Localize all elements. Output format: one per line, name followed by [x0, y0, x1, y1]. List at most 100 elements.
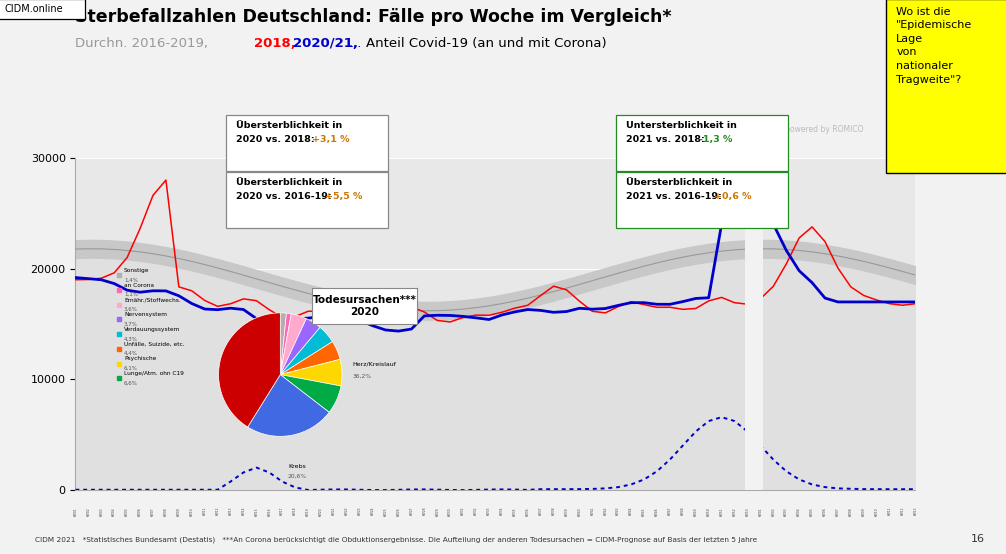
Text: KW30: KW30: [449, 507, 453, 516]
Text: KW21: KW21: [332, 507, 336, 515]
Text: KW09: KW09: [862, 507, 866, 516]
Text: KW11: KW11: [887, 507, 891, 515]
Text: KW33: KW33: [487, 507, 491, 515]
Text: 16: 16: [971, 534, 985, 544]
Text: +5,5 %: +5,5 %: [325, 192, 362, 201]
Text: KW34: KW34: [500, 507, 504, 515]
Text: KW08: KW08: [849, 507, 853, 516]
Text: KW03: KW03: [100, 507, 104, 516]
Text: CIDM 2021   *Statistisches Bundesamt (Destatis)   ***An Corona berücksichtigt di: CIDM 2021 *Statistisches Bundesamt (Dest…: [35, 537, 758, 543]
Text: KW04: KW04: [113, 507, 117, 516]
Text: 20,6%: 20,6%: [288, 474, 307, 479]
Text: +0,6 %: +0,6 %: [714, 192, 751, 201]
Text: Herz/Kreislauf: Herz/Kreislauf: [352, 362, 396, 367]
Text: 2021 vs. 2016-19:: 2021 vs. 2016-19:: [626, 192, 724, 201]
Text: Übersterblichkeit in: Übersterblichkeit in: [236, 121, 343, 130]
Text: Übersterblichkeit in: Übersterblichkeit in: [626, 178, 732, 187]
Text: KW29: KW29: [436, 507, 440, 516]
Text: KW26: KW26: [396, 507, 400, 516]
Text: Unfälle, Suizide, etc.: Unfälle, Suizide, etc.: [124, 342, 184, 347]
Text: KW50: KW50: [706, 507, 710, 516]
Text: Psychische: Psychische: [124, 356, 156, 361]
Text: KW11: KW11: [202, 507, 206, 515]
Text: KW20: KW20: [319, 507, 323, 516]
Text: CIDM.online: CIDM.online: [4, 4, 62, 14]
Text: KW40: KW40: [577, 507, 581, 516]
Text: KW01: KW01: [73, 507, 77, 516]
Text: KW39: KW39: [564, 507, 568, 516]
Text: Wo ist die
"Epidemische
Lage
von
nationaler
Tragweite"?: Wo ist die "Epidemische Lage von nationa…: [896, 7, 973, 85]
Text: KW28: KW28: [423, 507, 427, 515]
Wedge shape: [281, 342, 340, 375]
Text: 4,4%: 4,4%: [124, 351, 138, 356]
Text: KW18: KW18: [293, 507, 297, 515]
Text: KW16: KW16: [268, 507, 272, 516]
Text: KW46: KW46: [655, 507, 659, 516]
Text: KW05: KW05: [810, 507, 814, 516]
Text: 2021 vs. 2018:: 2021 vs. 2018:: [626, 135, 708, 143]
Text: KW45: KW45: [642, 507, 646, 516]
Text: 2018,: 2018,: [254, 37, 300, 49]
Text: KW25: KW25: [383, 507, 387, 516]
Wedge shape: [281, 313, 287, 375]
Text: KW06: KW06: [823, 507, 827, 516]
Text: KW38: KW38: [551, 507, 555, 515]
Text: Lunge/Atm. ohn C19: Lunge/Atm. ohn C19: [124, 371, 184, 376]
Text: Nervensystem: Nervensystem: [124, 312, 167, 317]
Text: 1,1%: 1,1%: [124, 292, 138, 297]
Text: ...: ...: [350, 37, 362, 49]
Text: Krebs: Krebs: [289, 464, 307, 469]
Text: KW17: KW17: [281, 507, 285, 515]
Text: Übersterblichkeit in: Übersterblichkeit in: [236, 178, 343, 187]
Text: KW04: KW04: [797, 507, 801, 516]
Text: KW35: KW35: [513, 507, 517, 516]
Text: KW07: KW07: [151, 507, 155, 516]
Text: 2020 vs. 2016-19:: 2020 vs. 2016-19:: [236, 192, 335, 201]
Text: KW09: KW09: [177, 507, 181, 516]
Text: KW03: KW03: [785, 507, 789, 516]
Text: KW22: KW22: [345, 507, 349, 515]
Text: KW02: KW02: [772, 507, 776, 516]
Text: 4,3%: 4,3%: [124, 336, 138, 341]
Text: KW08: KW08: [164, 507, 168, 516]
Text: KW24: KW24: [370, 507, 374, 515]
Text: Sonstige: Sonstige: [124, 268, 150, 273]
Text: 3,6%: 3,6%: [124, 307, 138, 312]
Text: KW15: KW15: [255, 507, 259, 516]
Text: KW43: KW43: [617, 507, 621, 515]
Text: KW36: KW36: [526, 507, 530, 516]
Text: 2020/21,: 2020/21,: [293, 37, 362, 49]
Text: KW12: KW12: [900, 507, 904, 515]
Text: KW10: KW10: [874, 507, 878, 516]
Text: 6,1%: 6,1%: [124, 366, 138, 371]
Text: KW06: KW06: [138, 507, 142, 516]
Wedge shape: [281, 360, 342, 386]
Text: KW07: KW07: [836, 507, 840, 516]
Text: Untersterblichkeit in: Untersterblichkeit in: [626, 121, 736, 130]
Wedge shape: [281, 375, 341, 412]
Text: KW51: KW51: [719, 507, 723, 516]
Text: KW23: KW23: [358, 507, 362, 515]
Text: Ernähr./Stoffwechs.: Ernähr./Stoffwechs.: [124, 297, 181, 302]
Text: 1,4%: 1,4%: [124, 278, 138, 283]
Text: KW52: KW52: [732, 507, 736, 516]
Text: KW44: KW44: [629, 507, 633, 515]
Text: KW12: KW12: [215, 507, 219, 515]
Wedge shape: [247, 375, 329, 437]
Text: KW47: KW47: [668, 507, 672, 515]
Text: KW42: KW42: [604, 507, 608, 515]
Wedge shape: [218, 313, 281, 427]
Text: KW02: KW02: [87, 507, 91, 516]
Text: KW13: KW13: [913, 507, 917, 515]
Text: KW01: KW01: [759, 507, 763, 516]
Text: KW05: KW05: [125, 507, 129, 516]
Wedge shape: [281, 327, 332, 375]
Text: KW10: KW10: [190, 507, 194, 516]
Text: KW53: KW53: [745, 507, 749, 516]
Text: KW13: KW13: [228, 507, 232, 515]
Text: an Corona: an Corona: [124, 283, 154, 288]
Text: Anteil Covid-19 (an und mit Corona): Anteil Covid-19 (an und mit Corona): [366, 37, 607, 49]
Wedge shape: [281, 313, 292, 375]
Text: 3,7%: 3,7%: [124, 322, 138, 327]
Wedge shape: [281, 319, 320, 375]
